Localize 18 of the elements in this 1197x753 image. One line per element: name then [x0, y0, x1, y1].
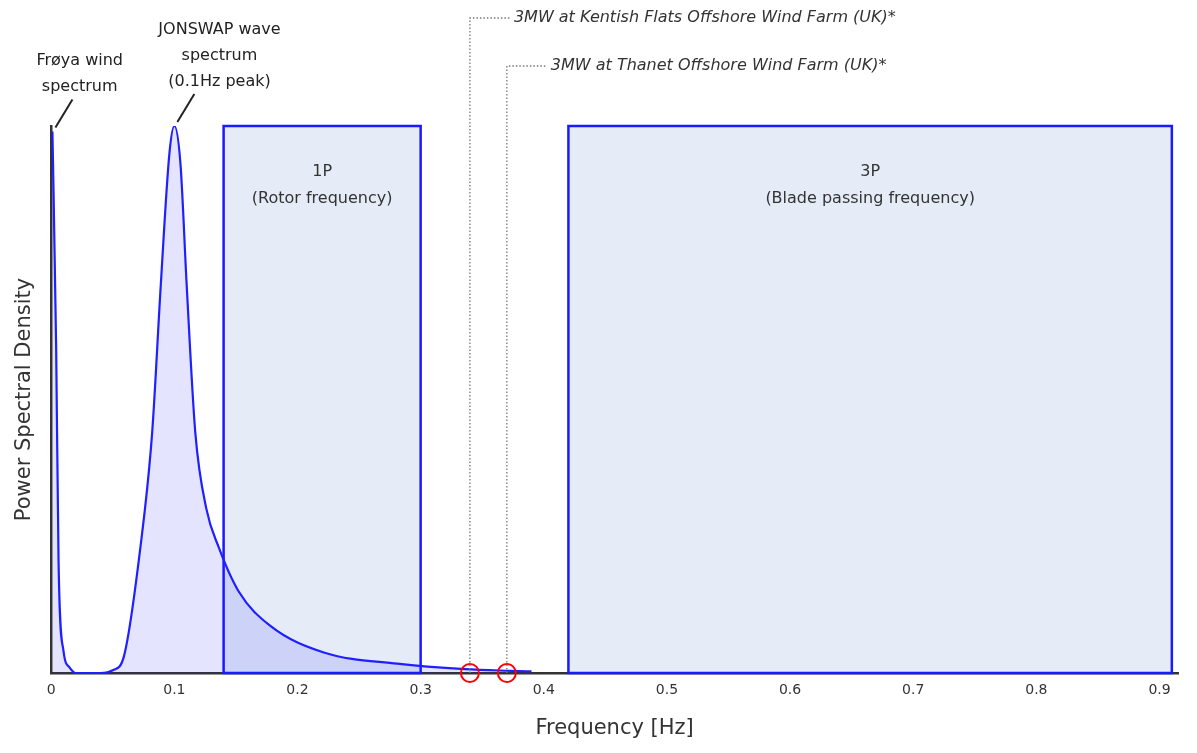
x-tick-label: 0.3	[409, 681, 432, 698]
x-tick-label: 0.5	[655, 681, 679, 698]
ref-line-label: 3MW at Kentish Flats Offshore Wind Farm (UK)*	[513, 7, 896, 27]
x-tick-label: 0	[46, 681, 56, 698]
annotation: JONSWAP wave spectrum (0.1Hz peak)	[157, 19, 281, 90]
x-tick-label: 0.9	[1148, 681, 1171, 698]
x-tick-label: 0.8	[1025, 681, 1048, 698]
y-axis-title: Power Spectral Density	[11, 277, 36, 522]
annotation: Frøya wind spectrum	[36, 50, 124, 96]
x-tick-label: 0.7	[902, 681, 925, 698]
x-tick-label: 0.6	[778, 681, 802, 698]
x-tick-label: 0.2	[286, 681, 309, 698]
band-label: 1P (Rotor frequency)	[251, 161, 393, 207]
x-tick-label: 0.4	[532, 681, 556, 698]
x-tick-label: 0.1	[163, 681, 186, 698]
x-axis-title: Frequency [Hz]	[535, 714, 694, 739]
band-label: 3P (Blade passing frequency)	[765, 161, 975, 207]
ref-line-label: 3MW at Thanet Offshore Wind Farm (UK)*	[550, 55, 887, 75]
